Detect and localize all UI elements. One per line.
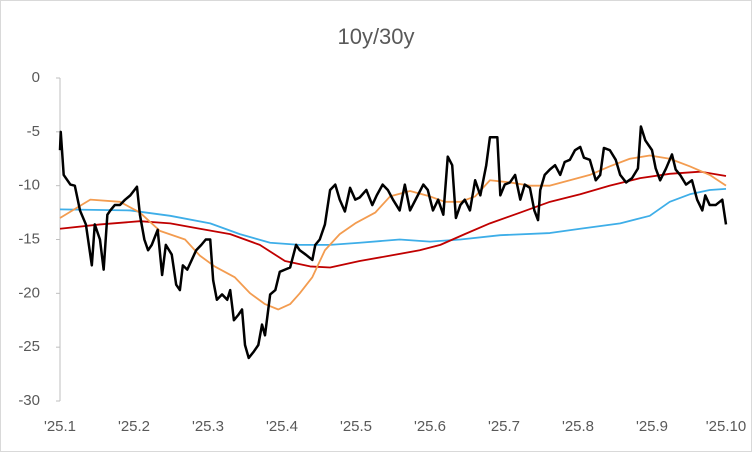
x-tick-label: '25.8 (562, 418, 594, 435)
line-series (59, 170, 727, 269)
line-series (59, 154, 727, 311)
x-tick-label: '25.5 (340, 418, 372, 435)
x-tick-label: '25.1 (44, 418, 76, 435)
x-tick-label: '25.3 (192, 418, 224, 435)
x-tick-label: '25.4 (266, 418, 298, 435)
y-tick-label: -10 (18, 177, 40, 194)
y-tick-label: -20 (18, 284, 40, 301)
x-tick-label: '25.2 (118, 418, 150, 435)
y-tick-label: -30 (18, 392, 40, 409)
line-series (58, 125, 728, 360)
x-tick-label: '25.10 (706, 418, 746, 435)
y-tick-label: -5 (27, 123, 40, 140)
line-series (59, 188, 727, 246)
chart-title: 10y/30y (337, 24, 414, 49)
x-tick-label: '25.7 (488, 418, 520, 435)
y-tick-label: 0 (32, 69, 40, 86)
x-tick-label: '25.9 (636, 418, 668, 435)
x-tick-label: '25.6 (414, 418, 446, 435)
y-tick-label: -25 (18, 338, 40, 355)
y-tick-label: -15 (18, 230, 40, 247)
